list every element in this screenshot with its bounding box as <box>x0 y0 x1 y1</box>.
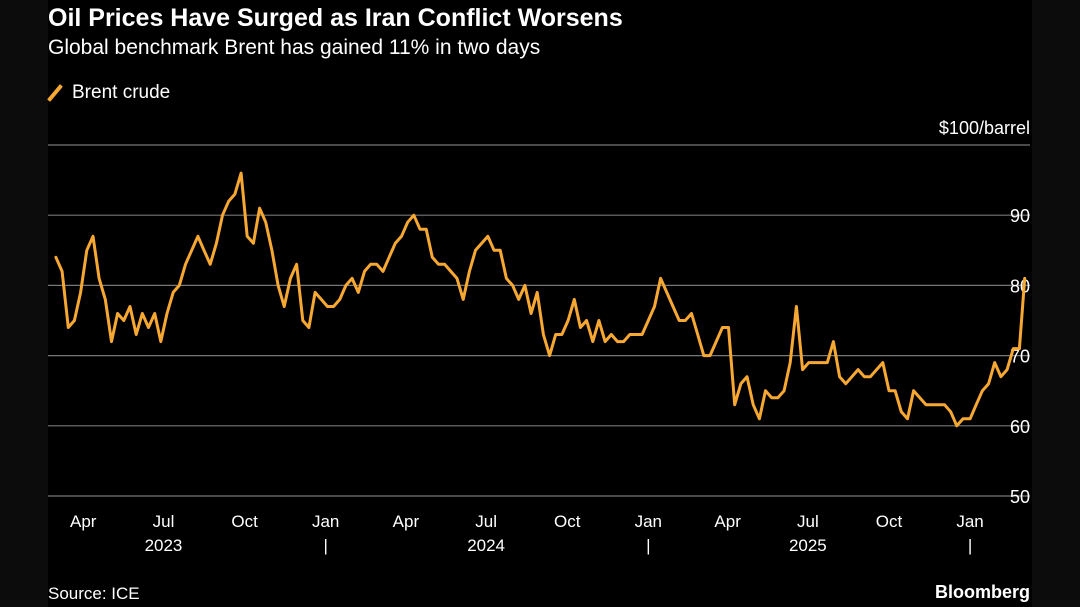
chart-title: Oil Prices Have Surged as Iran Conflict … <box>48 4 623 32</box>
x-tick-label: Oct <box>231 512 258 531</box>
y-tick-label: 50 <box>1010 487 1030 507</box>
x-year-label: 2023 <box>145 536 183 555</box>
series-line-brent-crude <box>54 171 1027 428</box>
source-note: Source: ICE <box>48 584 140 603</box>
y-axis-unit-label: $100/barrel <box>938 118 1030 138</box>
brand-logo: Bloomberg <box>934 582 1030 602</box>
y-tick-label: 60 <box>1010 417 1030 437</box>
x-tick-label: Jan <box>956 512 983 531</box>
y-tick-label: 70 <box>1010 347 1030 367</box>
x-tick-label: Jul <box>475 512 497 531</box>
x-tick-label: Jul <box>153 512 175 531</box>
year-separator: | <box>968 536 972 555</box>
chart-subtitle: Global benchmark Brent has gained 11% in… <box>48 36 541 59</box>
x-tick-label: Jan <box>635 512 662 531</box>
year-separator: | <box>646 536 650 555</box>
x-year-label: 2024 <box>467 536 505 555</box>
x-tick-label: Apr <box>714 512 741 531</box>
right-backdrop <box>1032 0 1080 607</box>
x-year-label: 2025 <box>789 536 827 555</box>
x-tick-label: Jul <box>797 512 819 531</box>
x-tick-label: Apr <box>70 512 97 531</box>
x-tick-label: Oct <box>554 512 581 531</box>
x-tick-label: Oct <box>876 512 903 531</box>
y-tick-label: 90 <box>1010 206 1030 226</box>
year-separator: | <box>323 536 327 555</box>
left-backdrop <box>0 0 48 607</box>
y-tick-label: 80 <box>1010 276 1030 296</box>
x-tick-label: Jan <box>312 512 339 531</box>
legend-label: Brent crude <box>72 82 171 103</box>
x-tick-label: Apr <box>393 512 420 531</box>
legend: Brent crude <box>48 82 170 104</box>
